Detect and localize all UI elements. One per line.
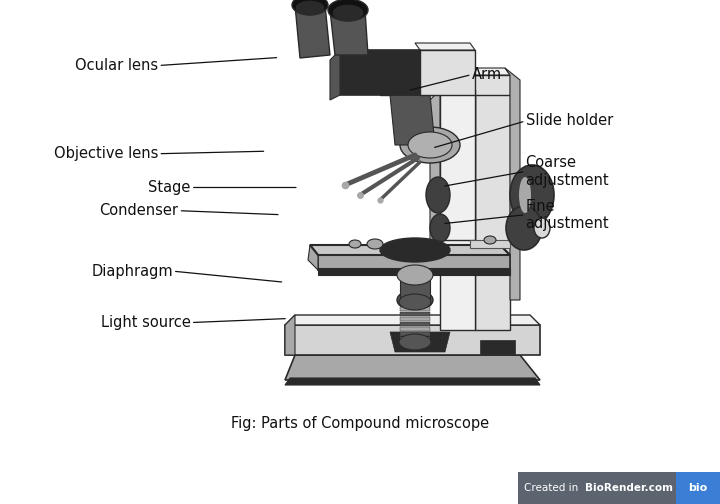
Polygon shape [390,332,450,352]
Ellipse shape [510,165,554,225]
Polygon shape [285,355,540,380]
Text: Condenser: Condenser [99,203,179,218]
Text: Created in: Created in [524,483,582,493]
Ellipse shape [296,1,324,15]
Ellipse shape [430,214,450,242]
Bar [400,312,430,316]
Polygon shape [440,80,475,330]
Text: Arm: Arm [472,67,502,82]
Polygon shape [295,5,330,58]
Text: bio: bio [688,483,708,493]
Bar [400,302,430,306]
Polygon shape [415,43,475,50]
Text: Ocular lens: Ocular lens [76,58,158,73]
Polygon shape [340,50,420,95]
Ellipse shape [519,177,531,213]
Polygon shape [330,10,368,55]
Polygon shape [310,245,510,255]
Polygon shape [440,90,475,240]
Bar [400,317,430,321]
Ellipse shape [534,218,550,238]
Ellipse shape [397,265,433,285]
Polygon shape [318,268,510,275]
Text: Fine
adjustment: Fine adjustment [526,199,609,231]
Polygon shape [475,80,510,330]
Bar [400,327,430,331]
Bar [400,307,430,311]
Ellipse shape [426,177,450,213]
Ellipse shape [399,294,431,310]
Text: Coarse
adjustment: Coarse adjustment [526,155,609,187]
Bar [676,472,720,504]
Text: Light source: Light source [101,315,191,330]
Polygon shape [505,68,520,300]
Polygon shape [285,325,540,355]
Ellipse shape [328,0,368,21]
Bar [400,322,430,326]
Polygon shape [430,90,440,250]
Polygon shape [285,315,295,355]
Text: Fig: Parts of Compound microscope: Fig: Parts of Compound microscope [231,416,489,431]
Polygon shape [330,50,340,100]
Ellipse shape [397,290,433,310]
Ellipse shape [349,240,361,248]
Ellipse shape [484,236,496,244]
Ellipse shape [408,132,452,158]
Polygon shape [380,75,510,95]
Ellipse shape [333,5,363,21]
Text: Objective lens: Objective lens [54,146,158,161]
Text: Stage: Stage [148,180,191,195]
Polygon shape [420,50,475,95]
Bar [400,337,430,341]
Ellipse shape [400,127,460,163]
Ellipse shape [292,0,328,15]
Polygon shape [390,95,435,145]
Bar [480,340,515,354]
Polygon shape [285,378,540,385]
Polygon shape [375,68,510,75]
Text: Diaphragm: Diaphragm [91,264,173,279]
Polygon shape [308,245,318,270]
Ellipse shape [399,334,431,350]
Text: Slide holder: Slide holder [526,113,613,129]
Polygon shape [318,255,510,270]
Polygon shape [470,240,510,248]
Text: BioRender.com: BioRender.com [585,483,673,493]
Ellipse shape [367,239,383,249]
Bar [518,472,676,504]
Bar [400,332,430,336]
Bar [400,275,430,305]
Ellipse shape [506,206,542,250]
Polygon shape [285,315,540,325]
Ellipse shape [380,238,450,262]
